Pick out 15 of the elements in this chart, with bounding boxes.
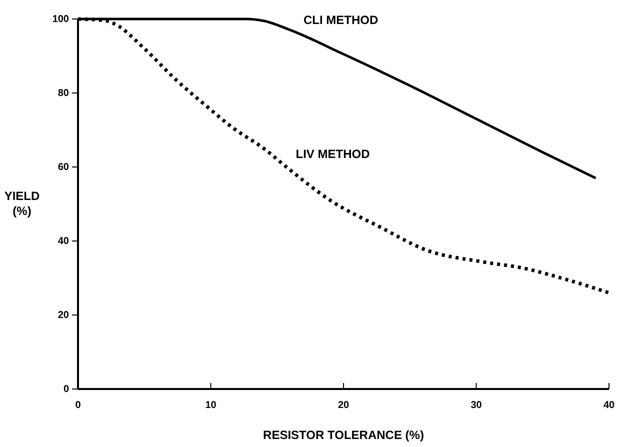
x-axis-title: RESISTOR TOLERANCE (%) [263,428,424,442]
x-tick-label: 30 [470,400,482,412]
y-tick-label: 40 [58,236,70,248]
y-tick-label: 100 [52,14,70,26]
y-tick-label: 20 [58,310,70,322]
y-tick-label: 60 [58,162,70,174]
x-tick-label: 0 [75,400,82,412]
x-tick-label: 40 [603,400,615,412]
series-label: CLI METHOD [304,13,378,28]
x-tick-label: 20 [338,400,350,412]
y-axis-title: YIELD (%) [4,189,40,218]
y-tick-label: 0 [63,384,70,396]
y-tick-label: 80 [58,88,70,100]
series-label: LIV METHOD [296,147,370,162]
x-tick-label: 10 [205,400,217,412]
